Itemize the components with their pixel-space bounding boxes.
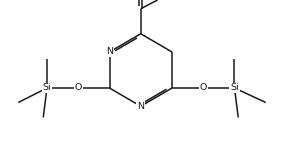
Text: Si: Si	[43, 84, 51, 93]
Text: Si: Si	[230, 84, 239, 93]
Text: N: N	[106, 47, 113, 57]
Text: O: O	[75, 84, 82, 93]
Text: N: N	[137, 102, 144, 111]
Text: O: O	[200, 84, 207, 93]
